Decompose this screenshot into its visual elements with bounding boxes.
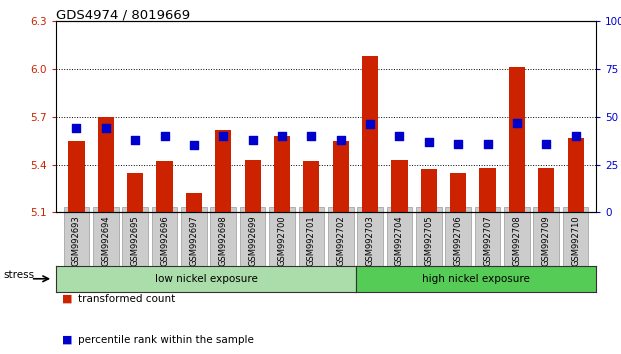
Bar xyxy=(391,160,407,212)
Text: ■: ■ xyxy=(62,294,73,304)
Bar xyxy=(156,161,173,212)
Bar xyxy=(245,160,261,212)
Bar xyxy=(333,141,349,212)
Text: percentile rank within the sample: percentile rank within the sample xyxy=(78,335,253,345)
Point xyxy=(160,133,170,139)
Text: low nickel exposure: low nickel exposure xyxy=(155,274,257,284)
Text: stress: stress xyxy=(3,270,34,280)
Point xyxy=(424,139,433,144)
Bar xyxy=(215,130,232,212)
Text: transformed count: transformed count xyxy=(78,294,175,304)
Bar xyxy=(538,168,555,212)
Point xyxy=(130,137,140,143)
Text: GDS4974 / 8019669: GDS4974 / 8019669 xyxy=(56,9,190,22)
Bar xyxy=(97,117,114,212)
Bar xyxy=(479,168,496,212)
Bar xyxy=(303,161,319,212)
Bar xyxy=(68,141,84,212)
Bar xyxy=(362,56,378,212)
Bar xyxy=(420,169,437,212)
Point xyxy=(542,141,551,147)
Point xyxy=(101,125,111,131)
Bar xyxy=(450,172,466,212)
Point xyxy=(571,133,581,139)
Bar xyxy=(127,172,143,212)
Text: ■: ■ xyxy=(62,335,73,345)
Point xyxy=(483,141,492,147)
Point xyxy=(394,133,404,139)
Point xyxy=(336,137,346,143)
Point xyxy=(71,125,81,131)
Point xyxy=(219,133,229,139)
Point xyxy=(453,141,463,147)
Bar xyxy=(568,137,584,212)
Bar xyxy=(509,67,525,212)
Point xyxy=(248,137,258,143)
Point xyxy=(189,143,199,148)
Bar xyxy=(186,193,202,212)
Bar xyxy=(274,136,290,212)
Point xyxy=(306,133,316,139)
Point xyxy=(277,133,287,139)
Text: high nickel exposure: high nickel exposure xyxy=(422,274,530,284)
Point xyxy=(512,120,522,125)
Point xyxy=(365,122,375,127)
